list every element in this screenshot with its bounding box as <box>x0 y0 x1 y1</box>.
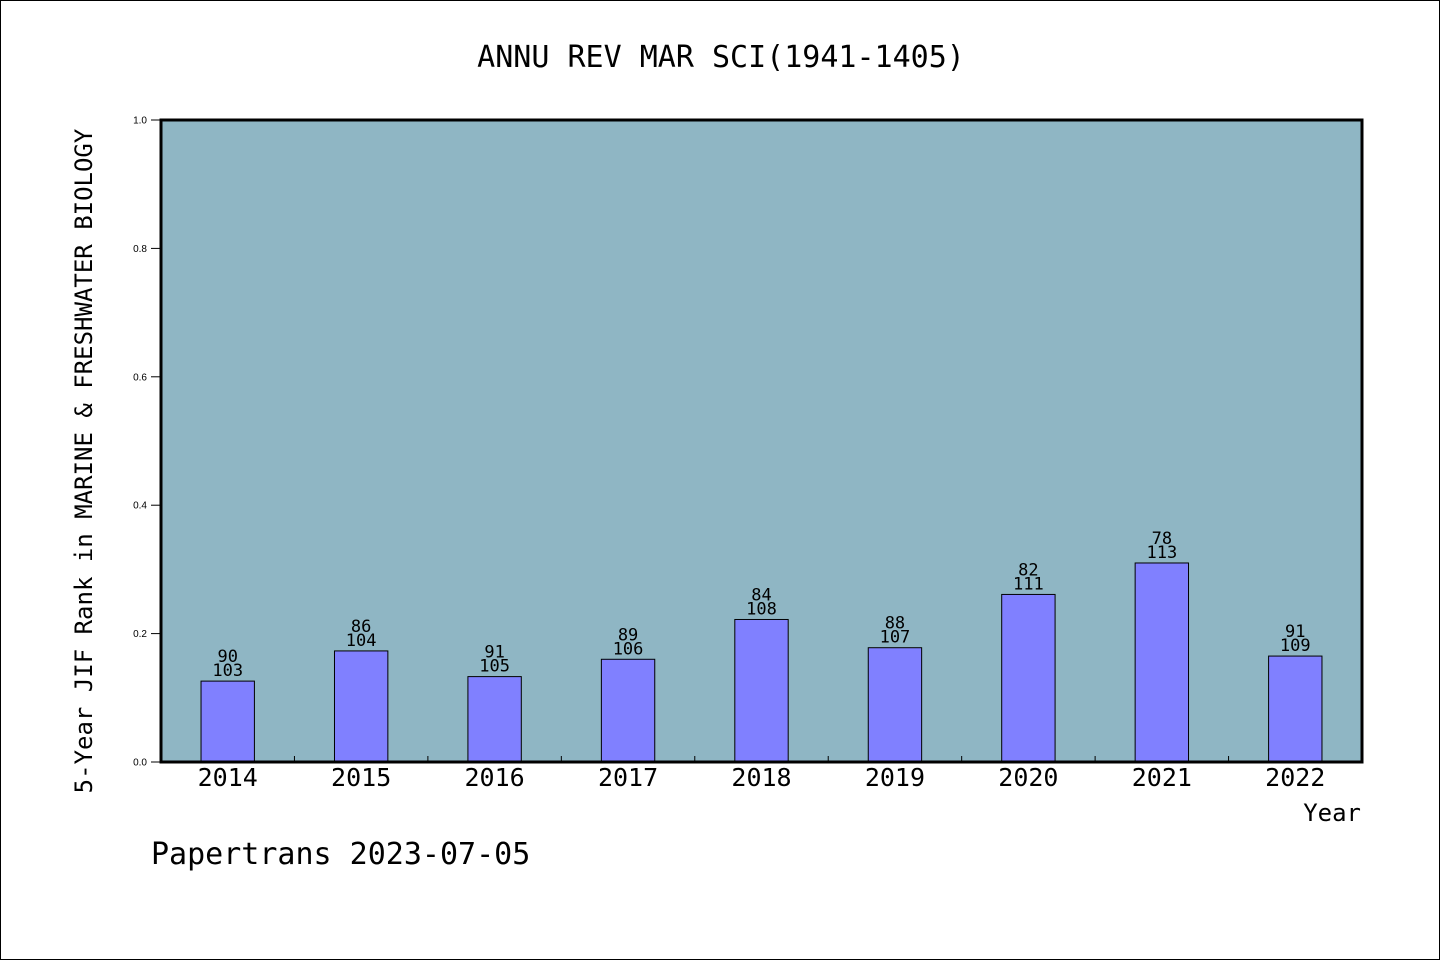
bar-rank-label-2017: 89 <box>618 625 638 645</box>
x-axis: 2014 2015 2016 2017 2018 2019 2020 2021 2022 <box>198 756 1325 792</box>
y-axis-label: 5-Year JIF Rank in MARINE & FRESHWATER B… <box>70 128 98 793</box>
bar-total-label-2014: 103 <box>212 661 243 681</box>
bar-rank-label-2014: 90 <box>217 647 237 667</box>
bar-total-label-2021: 113 <box>1146 543 1177 563</box>
footer-credit: Papertrans 2023-07-05 <box>151 837 530 872</box>
bar-2022 <box>1268 655 1323 763</box>
bar-2018 <box>734 618 789 763</box>
bar-total-label-2017: 106 <box>613 639 644 659</box>
plot-border <box>159 118 1364 764</box>
x-tick-label-2016: 2016 <box>465 763 525 792</box>
chart-title: ANNU REV MAR SCI(1941-1405) <box>477 40 965 75</box>
y-tick-label: 0.0 <box>133 758 147 769</box>
bars-layer <box>200 562 1323 763</box>
x-tick-label-2020: 2020 <box>998 763 1058 792</box>
y-tick-label: 1.0 <box>133 116 147 127</box>
bar-2016 <box>467 676 522 763</box>
x-tick-label-2021: 2021 <box>1132 763 1192 792</box>
bar-2020 <box>1001 593 1056 763</box>
bar-2015 <box>333 650 389 763</box>
bar-rank-label-2018: 84 <box>751 585 771 605</box>
x-tick-label-2018: 2018 <box>731 763 791 792</box>
bar-2017 <box>600 658 656 763</box>
bar-rank-label-2019: 88 <box>885 614 905 634</box>
bar-total-label-2016: 105 <box>479 657 510 677</box>
y-axis: 0.0 0.2 0.4 0.6 0.8 1.0 <box>133 116 161 769</box>
y-tick-label: 0.2 <box>133 629 147 640</box>
bar-rank-label-2021: 78 <box>1152 529 1172 549</box>
bar-total-label-2022: 109 <box>1280 636 1311 656</box>
bar-rank-label-2022: 91 <box>1285 622 1305 642</box>
bar-total-label-2020: 111 <box>1013 574 1044 594</box>
bar-total-label-2018: 108 <box>746 599 777 619</box>
x-tick-label-2019: 2019 <box>865 763 925 792</box>
x-tick-label-2014: 2014 <box>198 763 258 792</box>
bar-rank-label-2020: 82 <box>1018 560 1038 580</box>
x-tick-label-2022: 2022 <box>1265 763 1325 792</box>
y-tick-label: 0.6 <box>133 372 147 383</box>
bar-rank-label-2016: 91 <box>484 643 504 663</box>
bar-total-label-2015: 104 <box>346 631 377 651</box>
y-tick-label: 0.8 <box>133 244 147 255</box>
bar-2021 <box>1134 562 1190 763</box>
bar-2014 <box>200 680 255 763</box>
bar-labels-layer: 9010386104911058910684108881078211178113… <box>212 529 1310 681</box>
y-tick-label: 0.4 <box>133 501 147 512</box>
bar-rank-label-2015: 86 <box>351 617 371 637</box>
x-tick-label-2017: 2017 <box>598 763 658 792</box>
bar-2019 <box>867 647 923 763</box>
x-tick-label-2015: 2015 <box>331 763 391 792</box>
x-axis-label: Year <box>1303 799 1361 827</box>
bar-total-label-2019: 107 <box>880 628 911 648</box>
